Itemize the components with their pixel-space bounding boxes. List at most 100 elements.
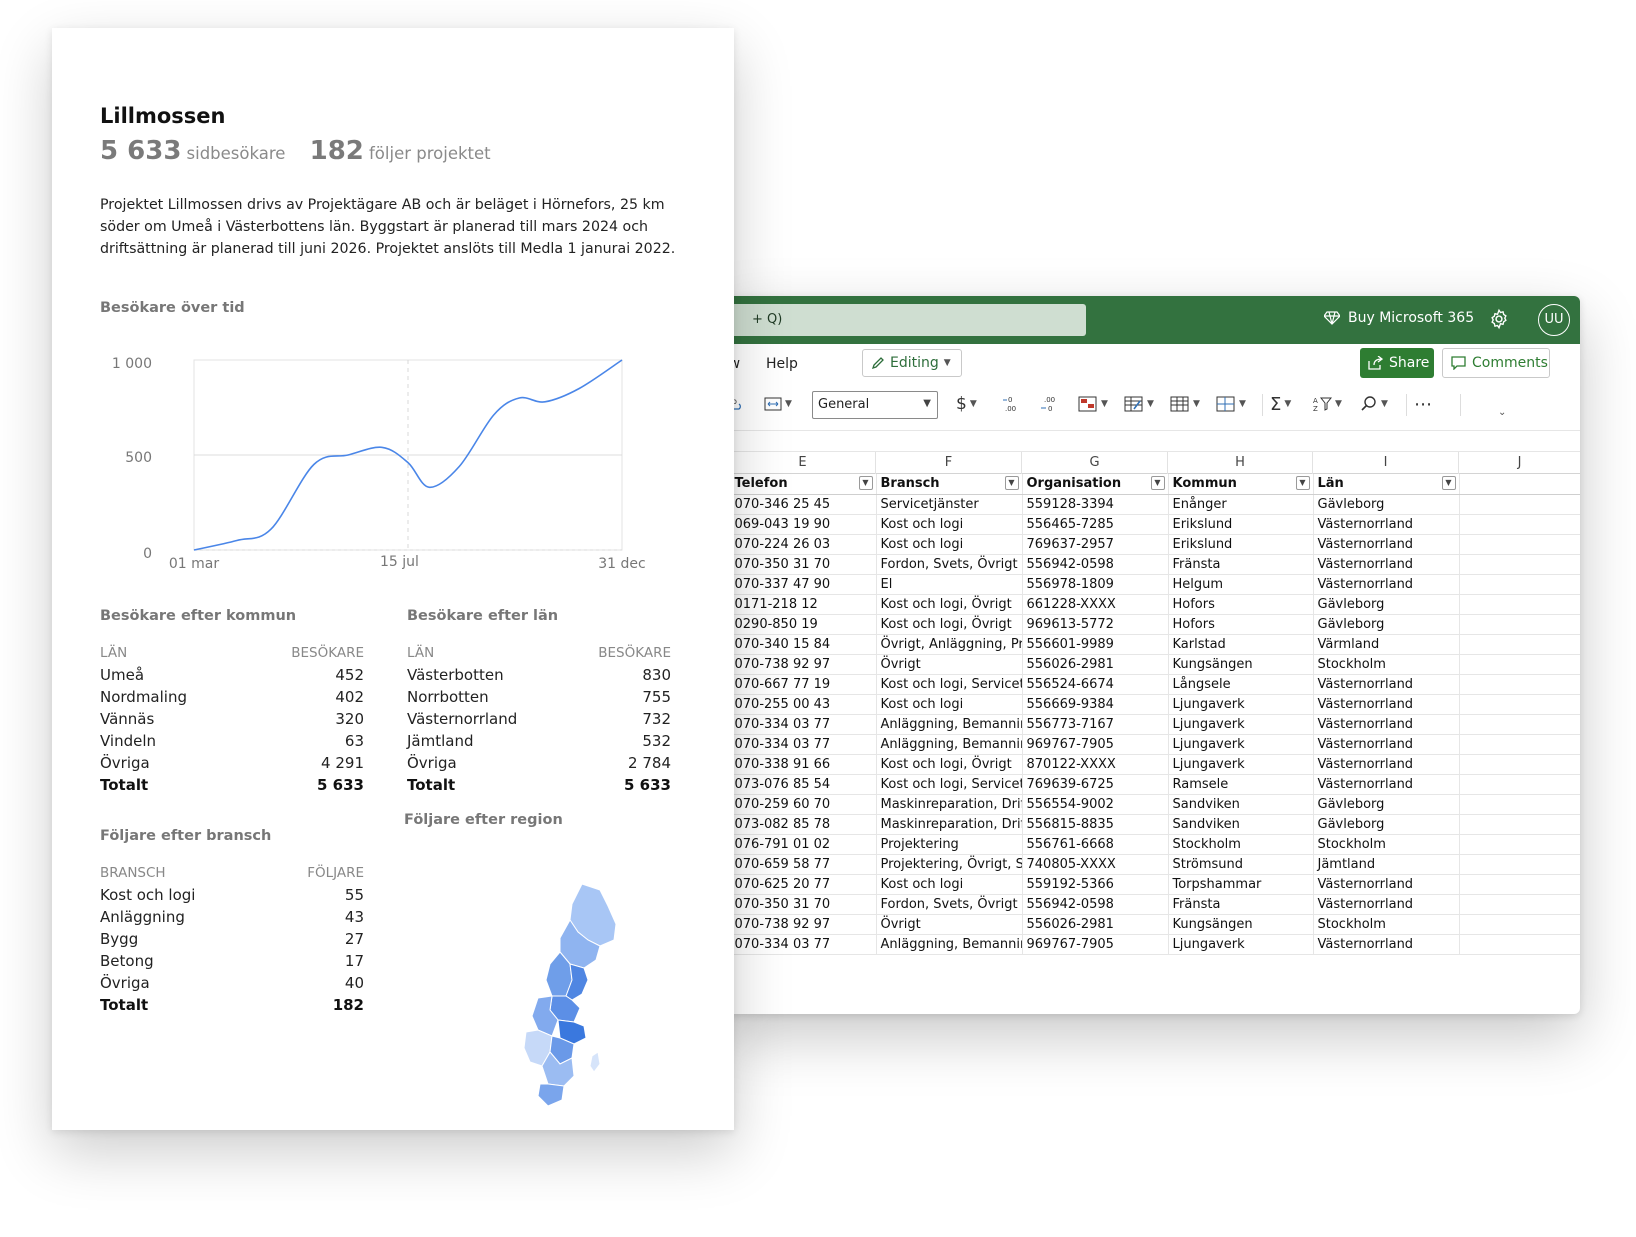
table-cell[interactable]: Erikslund [1168,534,1314,555]
sort-filter-button[interactable]: A Z ▼ [1312,392,1342,416]
table-cell[interactable]: 0290-850 19 [730,614,877,635]
table-cell[interactable]: 0171-218 12 [730,594,877,615]
table-cell[interactable] [1459,654,1580,675]
table-cell[interactable] [1459,754,1580,775]
column-header-f[interactable]: F [876,452,1022,474]
column-header-j[interactable]: J [1517,455,1522,470]
table-cell[interactable]: Karlstad [1168,634,1314,655]
table-cell[interactable]: Västernorrland [1313,774,1460,795]
table-cell[interactable]: 070-659 58 77 [730,854,877,875]
header-cell-bransch[interactable]: Bransch ▼ [876,474,1023,495]
table-cell[interactable] [1459,494,1580,515]
filter-dropdown-icon[interactable]: ▼ [1441,476,1456,490]
table-cell[interactable] [1459,734,1580,755]
table-cell[interactable]: Västernorrland [1313,874,1460,895]
filter-dropdown-icon[interactable]: ▼ [1004,476,1019,490]
column-header-g[interactable]: G [1022,452,1168,474]
conditional-formatting-button[interactable]: ▼ [1078,392,1108,416]
table-cell[interactable]: Ljungaverk [1168,694,1314,715]
header-cell-lan[interactable]: Län ▼ [1313,474,1460,495]
table-cell[interactable]: Stockholm [1313,654,1460,675]
table-cell[interactable]: Maskinreparation, Drift c [876,794,1023,815]
table-cell[interactable]: Västernorrland [1313,574,1460,595]
table-cell[interactable]: Jämtland [1313,854,1460,875]
table-cell[interactable]: 556669-9384 [1022,694,1169,715]
table-cell[interactable]: Västernorrland [1313,514,1460,535]
table-cell[interactable]: Kost och logi, Servicetjän [876,674,1023,695]
table-cell[interactable]: 556026-2981 [1022,654,1169,675]
table-cell[interactable]: 070-337 47 90 [730,574,877,595]
avatar[interactable]: UU [1538,304,1570,336]
table-cell[interactable]: 556465-7285 [1022,514,1169,535]
table-cell[interactable]: 556942-0598 [1022,894,1169,915]
table-cell[interactable] [1459,714,1580,735]
column-header-i[interactable]: I [1313,452,1459,474]
autosum-button[interactable]: Σ ▼ [1270,392,1291,416]
table-cell[interactable]: Kost och logi, Servicetjän [876,774,1023,795]
table-cell[interactable]: Ljungaverk [1168,734,1314,755]
table-cell[interactable]: Erikslund [1168,514,1314,535]
table-cell[interactable] [1459,554,1580,575]
table-cell[interactable]: Stockholm [1313,914,1460,935]
table-cell[interactable]: Övrigt, Anläggning, Proje [876,634,1023,655]
table-cell[interactable]: Sandviken [1168,794,1314,815]
header-cell-organisation[interactable]: Organisation ▼ [1022,474,1169,495]
table-cell[interactable] [1459,694,1580,715]
table-cell[interactable]: 556978-1809 [1022,574,1169,595]
table-cell[interactable]: Anläggning, Bemanning, [876,714,1023,735]
increase-decimal-button[interactable]: 0.00 [1002,392,1022,416]
table-cell[interactable]: Gävleborg [1313,814,1460,835]
table-cell[interactable]: 769637-2957 [1022,534,1169,555]
table-cell[interactable] [1459,914,1580,935]
table-cell[interactable]: Kost och logi, Övrigt [876,754,1023,775]
search-box[interactable] [720,304,1086,336]
table-cell[interactable] [1459,574,1580,595]
table-cell[interactable]: Värmland [1313,634,1460,655]
more-options-button[interactable]: ⋯ [1414,392,1433,416]
table-cell[interactable]: Övrigt [876,914,1023,935]
table-cell[interactable]: Långsele [1168,674,1314,695]
table-cell[interactable]: Gävleborg [1313,494,1460,515]
number-format-select[interactable]: General ▼ [812,391,938,419]
menu-help[interactable]: Help [766,356,798,372]
table-cell[interactable]: Gävleborg [1313,614,1460,635]
table-cell[interactable]: 070-350 31 70 [730,554,877,575]
table-cell[interactable]: 070-625 20 77 [730,874,877,895]
table-cell[interactable]: 740805-XXXX [1022,854,1169,875]
decrease-decimal-button[interactable]: .00 0 [1040,392,1060,416]
table-cell[interactable] [1459,794,1580,815]
table-cell[interactable]: Helgum [1168,574,1314,595]
table-cell[interactable]: Kost och logi [876,534,1023,555]
header-cell-kommun[interactable]: Kommun ▼ [1168,474,1314,495]
buy-microsoft-365-link[interactable]: Buy Microsoft 365 [1324,310,1474,326]
table-cell[interactable]: 070-738 92 97 [730,654,877,675]
table-cell[interactable]: Kost och logi [876,694,1023,715]
table-cell[interactable]: Kungsängen [1168,914,1314,935]
table-cell[interactable]: Projektering [876,834,1023,855]
table-cell[interactable] [1459,634,1580,655]
table-cell[interactable]: Västernorrland [1313,734,1460,755]
table-cell[interactable]: Ramsele [1168,774,1314,795]
filter-dropdown-icon[interactable]: ▼ [1150,476,1165,490]
table-cell[interactable]: Anläggning, Bemanning, [876,734,1023,755]
table-cell[interactable]: 070-334 03 77 [730,714,877,735]
table-cell[interactable]: Västernorrland [1313,694,1460,715]
gear-icon[interactable] [1488,308,1510,330]
table-cell[interactable]: Kost och logi, Övrigt [876,614,1023,635]
table-cell[interactable]: Enånger [1168,494,1314,515]
table-cell[interactable]: Kost och logi [876,874,1023,895]
formula-bar[interactable] [720,430,1580,452]
currency-format-button[interactable]: $ ▼ [956,392,977,416]
filter-dropdown-icon[interactable]: ▼ [1295,476,1310,490]
table-cell[interactable] [1459,594,1580,615]
collapse-ribbon-button[interactable]: ⌄ [1498,400,1506,424]
table-cell[interactable]: 969767-7905 [1022,934,1169,955]
table-cell[interactable]: Fränsta [1168,554,1314,575]
table-cell[interactable]: 069-043 19 90 [730,514,877,535]
table-cell[interactable]: Hofors [1168,614,1314,635]
table-cell[interactable] [1459,874,1580,895]
column-header-e[interactable]: E [730,452,876,474]
table-cell[interactable]: 870122-XXXX [1022,754,1169,775]
table-cell[interactable]: 769639-6725 [1022,774,1169,795]
table-cell[interactable]: Hofors [1168,594,1314,615]
